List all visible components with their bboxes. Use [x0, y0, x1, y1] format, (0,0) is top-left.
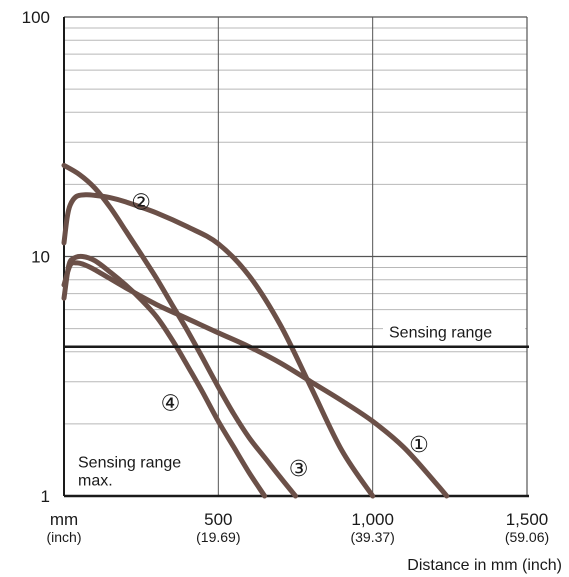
series-3-label: ③	[289, 456, 309, 481]
x-axis-label: Distance in mm (inch)	[407, 557, 562, 574]
annotation-2: max.	[78, 473, 113, 490]
series-1-label: ①	[409, 432, 429, 457]
x-tick-label: 500	[204, 510, 232, 529]
series-4-label: ④	[161, 390, 181, 415]
annotation-1: Sensing range	[78, 454, 181, 471]
labels-layer: Sensing range max. ① ② ③ ④	[78, 189, 429, 489]
minor-grid	[64, 27, 527, 425]
series-3-curve	[61, 162, 298, 499]
series-1-curve	[61, 260, 450, 499]
sensing-range-label: Sensing range	[389, 325, 492, 342]
sensing-range-layer: Sensing range	[64, 318, 529, 348]
x-tick-label: mm	[50, 510, 78, 529]
y-tick-label: 100	[22, 8, 50, 27]
series-2-curve	[61, 192, 376, 499]
ticks-layer: 1 10 100 mm(inch) 500(19.69) 1,000(39.37) 1,50…	[22, 8, 562, 574]
y-tick-label: 10	[31, 248, 50, 267]
series-layer	[61, 162, 450, 499]
series-4-curve	[61, 253, 268, 499]
x-tick-sublabel: (inch)	[46, 529, 81, 545]
sensing-range-label-bg	[383, 318, 525, 343]
series-2-label: ②	[131, 189, 151, 214]
x-tick-sublabel: (59.06)	[505, 529, 549, 545]
x-tick-label: 1,500	[506, 510, 549, 529]
x-tick-sublabel: (39.37)	[350, 529, 394, 545]
y-tick-label: 1	[41, 487, 50, 506]
x-tick-label: 1,000	[351, 510, 394, 529]
x-tick-sublabel: (19.69)	[196, 529, 240, 545]
